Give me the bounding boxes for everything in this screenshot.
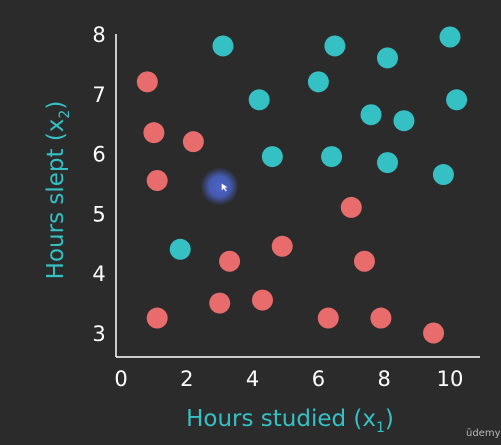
red-data-point bbox=[143, 122, 165, 144]
y-tick-label: 3 bbox=[92, 322, 105, 346]
x-tick-label: 4 bbox=[246, 367, 259, 391]
x-tick-label: 10 bbox=[437, 367, 464, 391]
x-tick-label: 0 bbox=[114, 367, 127, 391]
red-data-point bbox=[219, 250, 241, 272]
teal-data-point bbox=[446, 89, 468, 111]
udemy-watermark: ūdemy bbox=[466, 428, 501, 439]
teal-data-point bbox=[439, 26, 461, 48]
x-tick-label: 2 bbox=[180, 367, 193, 391]
y-tick-label: 7 bbox=[92, 83, 105, 107]
y-axis-title-subscript: 2 bbox=[57, 110, 73, 119]
x-axis-title-close: ) bbox=[385, 406, 394, 432]
cursor-highlight bbox=[200, 167, 239, 206]
y-axis-title: Hours slept (x2) bbox=[43, 101, 73, 280]
x-axis-title-subscript: 1 bbox=[376, 420, 385, 436]
teal-data-point bbox=[261, 146, 283, 168]
teal-data-point bbox=[307, 71, 329, 93]
x-tick-label: 6 bbox=[312, 367, 325, 391]
x-axis-title-text: Hours studied (x bbox=[186, 406, 376, 432]
y-tick-label: 4 bbox=[92, 262, 105, 286]
teal-data-point bbox=[248, 89, 270, 111]
teal-data-point bbox=[376, 47, 398, 69]
teal-data-point bbox=[321, 146, 343, 168]
y-axis-title-group: Hours slept (x2) bbox=[43, 101, 73, 280]
teal-data-point bbox=[376, 152, 398, 174]
red-data-point bbox=[353, 250, 375, 272]
red-data-point bbox=[146, 307, 168, 329]
red-data-point bbox=[146, 170, 168, 192]
x-tick-label: 8 bbox=[378, 367, 391, 391]
cursor-highlight-dot bbox=[200, 167, 239, 206]
red-data-point bbox=[136, 71, 158, 93]
x-axis-title: Hours studied (x1) bbox=[186, 406, 394, 436]
red-data-point bbox=[182, 131, 204, 153]
teal-data-point bbox=[212, 35, 234, 57]
teal-data-point bbox=[169, 238, 191, 260]
red-data-point bbox=[370, 307, 392, 329]
teal-data-point bbox=[324, 35, 346, 57]
mouse-pointer-icon bbox=[221, 183, 228, 192]
red-data-point bbox=[271, 235, 293, 257]
y-tick-label: 5 bbox=[92, 202, 105, 226]
y-tick-label: 6 bbox=[92, 143, 105, 167]
y-tick-labels: 3 4 5 6 7 8 bbox=[92, 23, 105, 346]
scatter-points bbox=[136, 26, 468, 344]
red-data-point bbox=[317, 307, 339, 329]
red-data-point bbox=[340, 196, 362, 218]
teal-data-point bbox=[393, 110, 415, 132]
red-data-point bbox=[423, 322, 445, 344]
y-tick-label: 8 bbox=[92, 23, 105, 47]
y-axis-title-close: ) bbox=[43, 101, 69, 110]
red-data-point bbox=[209, 292, 231, 314]
teal-data-point bbox=[360, 104, 382, 126]
red-data-point bbox=[251, 289, 273, 311]
teal-data-point bbox=[432, 164, 454, 186]
x-tick-labels: 0 2 4 6 8 10 bbox=[114, 367, 463, 391]
y-axis-title-text: Hours slept (x bbox=[43, 119, 69, 280]
